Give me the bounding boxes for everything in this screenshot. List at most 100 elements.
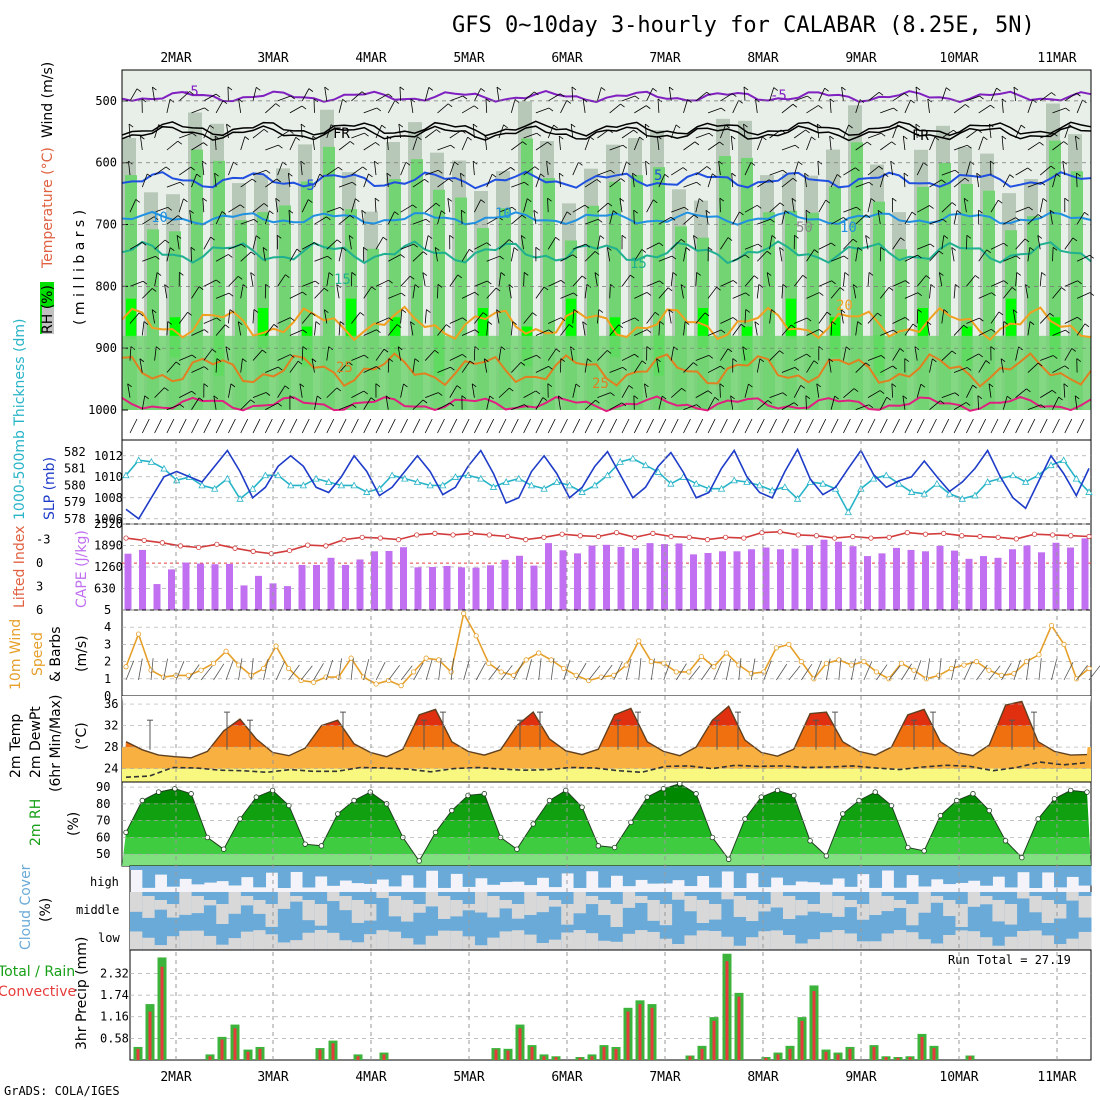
cape-bar: [139, 549, 146, 610]
wind-speed-point: [448, 669, 454, 675]
wind-barb: [399, 86, 401, 101]
cape-bar: [965, 558, 973, 610]
wind-barb-flag: [521, 235, 526, 239]
wind-barb-flag: [659, 280, 664, 285]
wind-barb-flag: [228, 254, 233, 258]
wind-barb-surface: [658, 418, 667, 434]
wind-barb: [695, 198, 700, 213]
wind-barb-flag: [996, 87, 1001, 92]
wind-barb: [829, 136, 832, 151]
wind-barb: [449, 354, 463, 361]
wind-barb-surface: [953, 418, 962, 434]
slp-label: SLP (mb): [42, 457, 58, 520]
wind-barb: [363, 397, 372, 410]
wind-barb: [892, 348, 901, 361]
cloud-high-bar: [413, 866, 427, 888]
cloud-level-middle: middle: [76, 903, 119, 917]
surface-wind-barb: [538, 658, 542, 681]
thickness-tick-label: 580: [64, 478, 86, 492]
lifted-index-point: [450, 532, 456, 538]
thickness-point: [401, 474, 409, 482]
wind-barb: [154, 166, 167, 176]
wind-barb-flag: [156, 272, 162, 276]
cape-bar: [545, 543, 552, 610]
wind-barb-flag: [351, 272, 357, 276]
wind10m-label: 10m Wind: [8, 619, 24, 690]
lifted-index-point: [196, 544, 202, 551]
wind-barb: [880, 365, 893, 373]
cloud-low-bar: [709, 930, 722, 950]
wind-barb: [166, 321, 169, 336]
wind-barb: [879, 397, 888, 410]
cloud-middle-gap: [561, 904, 575, 925]
wind-barb: [793, 385, 802, 398]
wind-barb-flag: [668, 309, 674, 313]
wind-barb: [840, 309, 844, 324]
cloud-middle-bar: [290, 892, 303, 950]
thickness-point: [160, 464, 168, 472]
axis-tick-label: 1006: [94, 512, 123, 526]
rh2m-point: [1084, 789, 1090, 795]
wind-barb: [498, 239, 510, 250]
cape-bar: [429, 567, 436, 610]
wind-barb-flag: [794, 367, 800, 371]
wind-barb-flag: [888, 287, 894, 291]
wind-barb-flag: [805, 209, 811, 214]
wind-barb-flag: [526, 198, 532, 202]
wind-barb-flag: [719, 383, 725, 387]
wind-barb-flag: [388, 317, 394, 322]
wind-barb-flag: [814, 249, 819, 253]
wind-barb: [240, 178, 253, 188]
cape-bar: [443, 565, 451, 610]
thickness-point: [591, 481, 599, 489]
axis-tick-label: 1: [104, 672, 111, 686]
wind-barb: [142, 216, 155, 225]
cloud-high-bar: [388, 866, 402, 887]
wind-barb-flag: [745, 309, 751, 313]
lifted-index-point: [359, 534, 365, 540]
cloud-low-bar: [474, 945, 488, 950]
wind-barb-flag: [170, 247, 175, 251]
temp-contour-25: [121, 352, 1092, 388]
cape-bar: [951, 550, 958, 610]
wind-barb-flag: [555, 348, 561, 353]
pressure-tick-label: 500: [95, 94, 117, 108]
wind-barb-flag: [524, 404, 529, 408]
rh2m-point: [237, 816, 243, 822]
wind-barb: [892, 237, 901, 250]
wind-barb: [277, 130, 290, 139]
wind-barb-flag: [1029, 321, 1035, 325]
cloud-high-bar: [474, 866, 488, 879]
precip-convective-bar: [650, 1007, 654, 1060]
wind-barb: [336, 284, 340, 299]
wind-barb: [818, 311, 828, 324]
wind-barb: [387, 358, 390, 373]
wind-barb: [1015, 167, 1028, 176]
surface-wind-barb: [926, 658, 931, 681]
wind-barb-surface: [474, 418, 482, 434]
wind-barb-flag: [708, 355, 714, 359]
wind-barb-flag: [397, 346, 403, 351]
cloud-high-bar: [659, 866, 673, 884]
precip-convective-bar: [318, 1049, 322, 1060]
wind-barb: [314, 255, 328, 262]
wind-barb-flag: [485, 98, 491, 103]
wind-barb-surface: [326, 418, 335, 434]
surface-wind-barb: [350, 658, 354, 681]
wind-barb: [240, 358, 243, 373]
cloud-high-bar: [869, 866, 883, 888]
surface-wind-barb: [363, 659, 370, 681]
wind-barb: [757, 218, 771, 225]
wind-barb: [228, 161, 234, 176]
wind-barb: [646, 199, 654, 213]
wind-barb: [570, 346, 574, 361]
wind-barb: [1074, 136, 1078, 151]
wind-barb: [363, 329, 377, 336]
wind-barb-flag: [915, 123, 921, 128]
wind-barb-flag: [190, 166, 195, 171]
wind-barb-surface: [547, 418, 556, 434]
precip-convective-bar: [160, 966, 164, 1060]
wind-barb: [988, 383, 992, 398]
wind-barb-flag: [339, 321, 345, 325]
